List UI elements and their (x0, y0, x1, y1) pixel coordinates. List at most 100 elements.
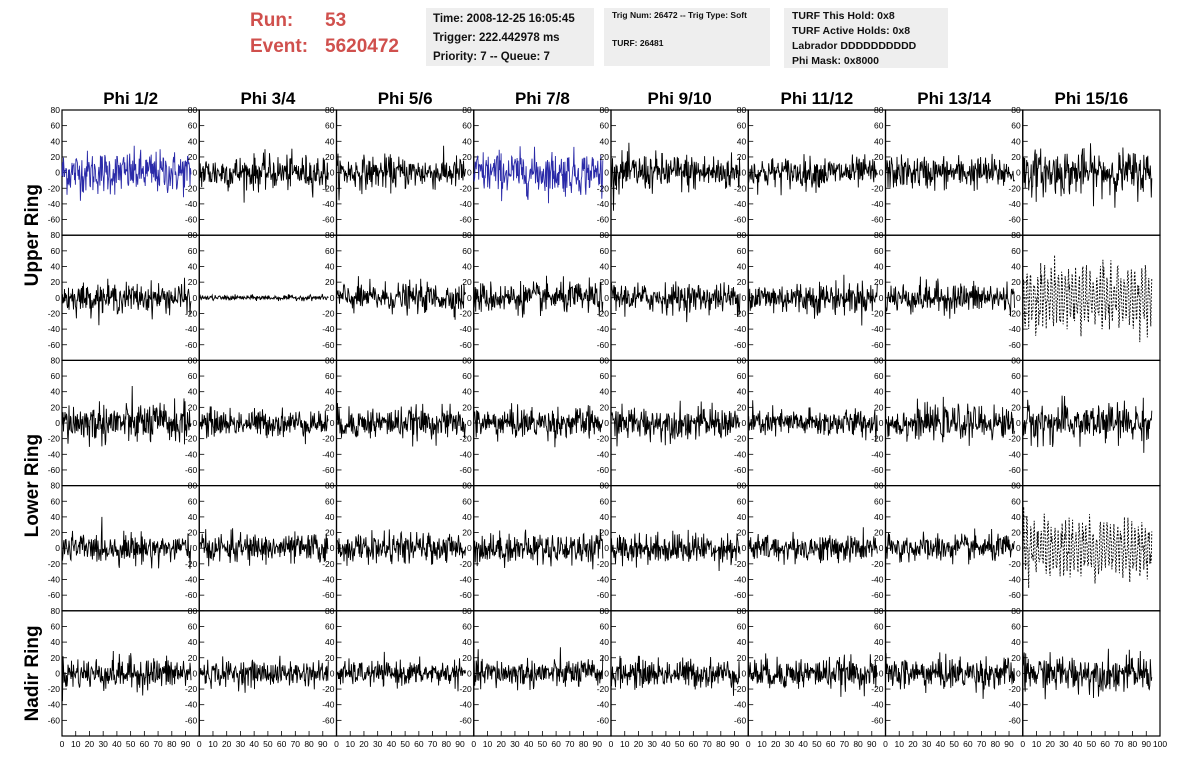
turf-number-text: TURF: 26481 (612, 38, 664, 48)
y-tick-label: 80 (188, 481, 198, 491)
y-tick-label: -60 (871, 590, 884, 600)
x-tick-label: 90 (867, 739, 877, 749)
y-tick-label: -40 (459, 324, 472, 334)
x-tick-label: 30 (510, 739, 520, 749)
y-tick-label: 60 (325, 121, 335, 131)
y-tick-label: 0 (330, 668, 335, 678)
y-tick-label: 40 (874, 136, 884, 146)
y-tick-label: 60 (51, 121, 61, 131)
waveform-trace (198, 528, 329, 567)
x-tick-label: 80 (1128, 739, 1138, 749)
x-tick-label: 90 (1004, 739, 1014, 749)
y-tick-label: 0 (467, 418, 472, 428)
x-tick-label: 40 (524, 739, 534, 749)
time-info-box: Time: 2008-12-25 16:05:45 Trigger: 222.4… (426, 8, 594, 66)
x-tick-label: 20 (908, 739, 918, 749)
y-tick-label: 60 (874, 121, 884, 131)
y-tick-label: -20 (597, 559, 610, 569)
y-tick-label: 60 (600, 121, 610, 131)
labrador-text: Labrador DDDDDDDDDD (792, 40, 917, 52)
y-tick-label: 80 (1011, 481, 1021, 491)
y-tick-label: 20 (737, 528, 747, 538)
y-tick-label: 0 (879, 543, 884, 553)
y-tick-label: 80 (600, 105, 610, 115)
y-tick-label: 60 (188, 371, 198, 381)
y-tick-label: 40 (188, 262, 198, 272)
waveform-trace (885, 153, 1015, 192)
y-tick-label: 20 (462, 402, 472, 412)
y-tick-label: 20 (325, 152, 335, 162)
y-tick-label: -20 (597, 434, 610, 444)
run-label: Run: (250, 10, 294, 31)
y-tick-label: -40 (597, 199, 610, 209)
y-tick-label: -20 (1008, 434, 1021, 444)
y-tick-label: 40 (737, 637, 747, 647)
priority-text: Priority: 7 -- Queue: 7 (433, 51, 550, 63)
y-tick-label: -60 (871, 465, 884, 475)
y-tick-label: -40 (48, 449, 61, 459)
y-tick-label: 20 (462, 152, 472, 162)
y-tick-label: -60 (459, 465, 472, 475)
turf-active-text: TURF Active Holds: 0x8 (792, 25, 911, 37)
y-tick-label: -40 (459, 449, 472, 459)
x-tick-label: 0 (883, 739, 888, 749)
y-tick-label: 20 (325, 402, 335, 412)
y-tick-label: -20 (734, 183, 747, 193)
y-tick-label: 40 (737, 136, 747, 146)
y-tick-label: 40 (51, 262, 61, 272)
waveform-trace (885, 396, 1015, 446)
y-tick-label: -60 (871, 340, 884, 350)
panel-frame (1022, 359, 1161, 487)
y-tick-label: 0 (467, 668, 472, 678)
y-tick-label: 20 (188, 528, 198, 538)
column-label: Phi 5/6 (378, 89, 433, 108)
y-tick-label: -40 (48, 199, 61, 209)
y-tick-label: 80 (51, 105, 61, 115)
y-tick-label: 20 (874, 402, 884, 412)
waveform-trace (336, 529, 466, 566)
x-tick-label: 50 (263, 739, 273, 749)
y-tick-label: 20 (737, 152, 747, 162)
event-row: Event: 5620472 (250, 34, 420, 60)
y-tick-label: 80 (1011, 355, 1021, 365)
y-tick-label: 0 (193, 293, 198, 303)
y-tick-label: -40 (1008, 700, 1021, 710)
x-tick-label: 80 (167, 739, 177, 749)
x-tick-label: 70 (1114, 739, 1124, 749)
y-tick-label: 80 (462, 230, 472, 240)
y-tick-label: 60 (325, 371, 335, 381)
x-tick-label: 50 (949, 739, 959, 749)
y-tick-label: -60 (597, 465, 610, 475)
x-tick-label: 80 (442, 739, 452, 749)
waveform-trace (747, 274, 878, 326)
x-tick-label: 0 (334, 739, 339, 749)
y-tick-label: -40 (322, 449, 335, 459)
waveform-trace (336, 145, 466, 201)
x-tick-label: 10 (894, 739, 904, 749)
y-tick-label: 20 (51, 653, 61, 663)
y-tick-label: 40 (600, 637, 610, 647)
x-tick-label: 100 (1153, 739, 1167, 749)
y-tick-label: 40 (51, 387, 61, 397)
y-tick-label: 20 (462, 653, 472, 663)
x-tick-label: 80 (853, 739, 863, 749)
waveform-trace (198, 655, 329, 693)
y-tick-label: 0 (193, 543, 198, 553)
y-tick-label: -60 (322, 340, 335, 350)
x-tick-label: 20 (634, 739, 644, 749)
waveform-trace (610, 529, 741, 572)
y-tick-label: -40 (1008, 575, 1021, 585)
y-tick-label: -20 (871, 308, 884, 318)
y-tick-label: 80 (188, 105, 198, 115)
y-tick-label: 40 (462, 136, 472, 146)
y-tick-label: -20 (48, 434, 61, 444)
y-tick-label: -60 (322, 465, 335, 475)
y-tick-label: -60 (322, 590, 335, 600)
y-tick-label: 40 (874, 637, 884, 647)
x-tick-label: 30 (373, 739, 383, 749)
y-tick-label: -40 (597, 449, 610, 459)
x-tick-label: 30 (1059, 739, 1069, 749)
y-tick-label: -60 (734, 340, 747, 350)
y-tick-label: -60 (185, 715, 198, 725)
y-tick-label: 80 (325, 481, 335, 491)
